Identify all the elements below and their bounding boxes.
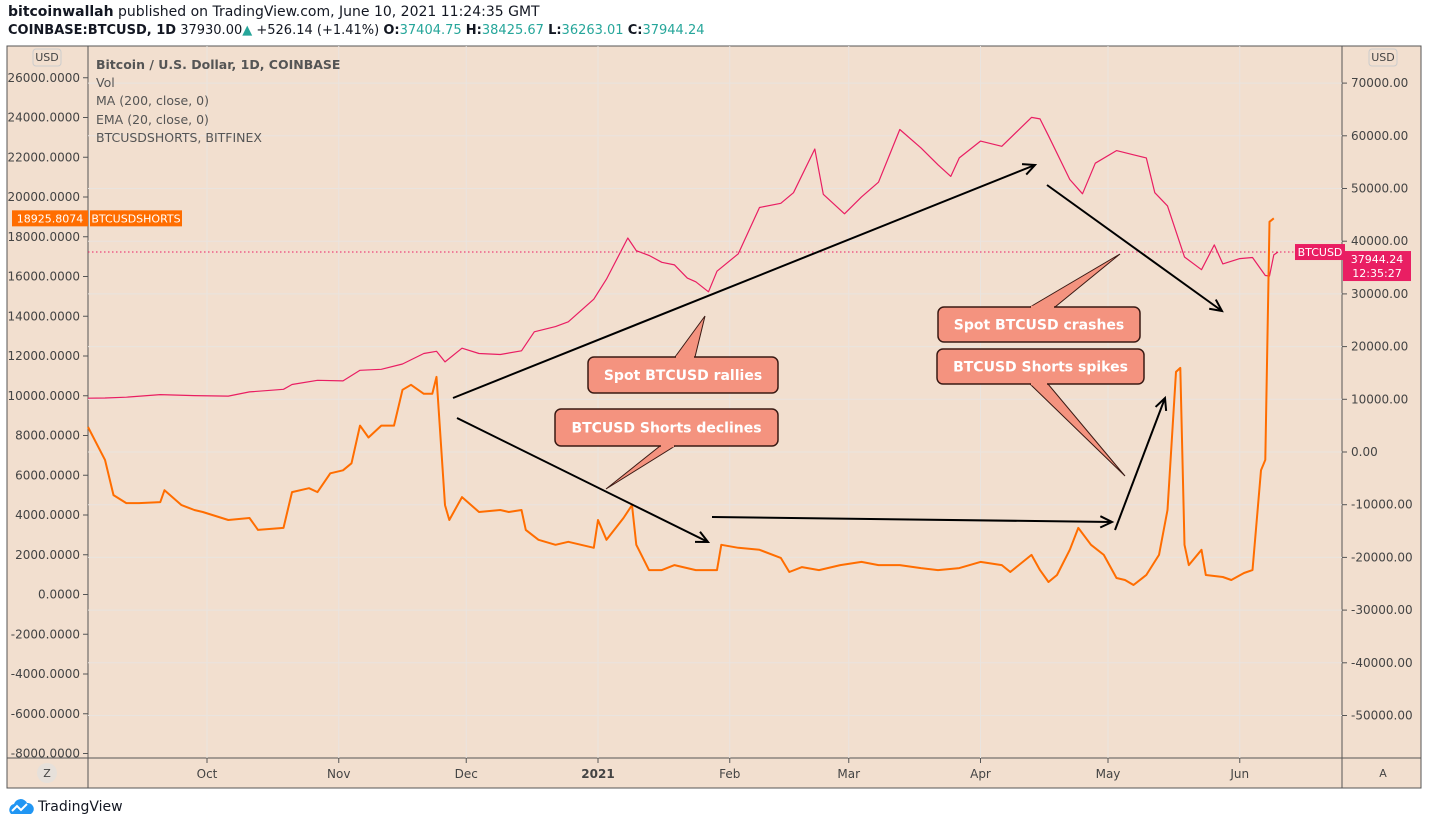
left-tick-label: 26000.0000: [7, 71, 80, 85]
close-label: C:: [627, 23, 643, 38]
right-tick-label: 10000.00: [1351, 392, 1408, 406]
last-price: 37930.00: [180, 23, 243, 38]
time-tick-label: May: [1096, 767, 1121, 781]
time-tick-label: Nov: [327, 767, 350, 781]
right-tick-label: -40000.00: [1351, 656, 1413, 670]
chart-legend: Bitcoin / U.S. Dollar, 1D, COINBASE Vol …: [96, 56, 340, 147]
shorts-value: 18925.8074: [17, 212, 83, 225]
footer-brand: TradingView: [38, 799, 123, 815]
callout-text: Spot BTCUSD crashes: [954, 318, 1125, 334]
z-button-bg[interactable]: [37, 763, 57, 783]
left-tick-label: 12000.0000: [7, 349, 80, 363]
open-label: O:: [383, 23, 400, 38]
right-tick-label: -30000.00: [1351, 603, 1413, 617]
callout-text: Spot BTCUSD rallies: [604, 368, 762, 384]
time-tick-label: 2021: [581, 767, 614, 781]
right-tick-label: 30000.00: [1351, 287, 1408, 301]
left-tick-label: -8000.0000: [11, 747, 80, 761]
high-label: H:: [465, 23, 482, 38]
left-tick-label: 4000.0000: [15, 508, 80, 522]
left-tick-label: 10000.0000: [7, 389, 80, 403]
annotation-arrow: [711, 516, 1113, 523]
arrow-head-icon: [1099, 515, 1115, 529]
shorts-name-tag: [90, 210, 182, 227]
arrow-head-icon: [694, 531, 711, 544]
shorts-name: BTCUSDSHORTS: [91, 212, 180, 225]
time-tick-label: Feb: [719, 767, 740, 781]
btc-value-tag: [1343, 251, 1411, 282]
z-button[interactable]: Z: [43, 767, 51, 780]
arrow-head-icon: [1021, 163, 1038, 176]
left-tick-label: 0.0000: [38, 588, 80, 602]
a-button[interactable]: A: [1379, 767, 1387, 780]
annotation-arrow: [1046, 184, 1223, 312]
left-tick-label: 14000.0000: [7, 309, 80, 323]
arrow-head-icon: [1209, 299, 1224, 313]
left-tick-label: 18000.0000: [7, 230, 80, 244]
arrow-head-icon: [1154, 395, 1168, 412]
callout-text: BTCUSD Shorts declines: [571, 421, 761, 437]
right-unit-badge-frame: [1368, 48, 1398, 67]
open-value: 37404.75: [399, 23, 462, 38]
up-triangle-icon: ▲: [242, 23, 253, 38]
time-tick-label: Apr: [970, 767, 991, 781]
btc-name: BTCUSD: [1298, 246, 1343, 259]
right-tick-label: 20000.00: [1351, 340, 1408, 354]
published-text: published on TradingView.com, June 10, 2…: [118, 4, 540, 20]
annotation-arrow: [1114, 397, 1166, 531]
btc-name-tag: [1295, 244, 1345, 261]
left-tick-label: 16000.0000: [7, 270, 80, 284]
left-unit-badge-frame: [32, 48, 62, 67]
right-tick-label: 50000.00: [1351, 182, 1408, 196]
legend-ma: MA (200, close, 0): [96, 93, 209, 109]
left-tick-label: 6000.0000: [15, 468, 80, 482]
legend-main: Bitcoin / U.S. Dollar, 1D, COINBASE: [96, 57, 341, 72]
left-tick-label: 20000.0000: [7, 190, 80, 204]
tradingview-logo[interactable]: TradingView: [8, 799, 123, 815]
right-tick-label: -10000.00: [1351, 498, 1413, 512]
time-tick-label: Dec: [455, 767, 478, 781]
right-tick-label: 70000.00: [1351, 76, 1408, 90]
time-tick-label: Mar: [837, 767, 860, 781]
btc-countdown: 12:35:27: [1352, 267, 1401, 280]
change: +526.14 (+1.41%): [256, 23, 380, 38]
symbol: COINBASE:BTCUSD, 1D: [8, 23, 177, 38]
close-value: 37944.24: [642, 23, 705, 38]
low-label: L:: [548, 23, 562, 38]
annotation-arrow: [456, 417, 709, 543]
left-tick-label: 24000.0000: [7, 111, 80, 125]
btc-value: 37944.24: [1351, 253, 1404, 266]
author[interactable]: bitcoinwallah: [8, 4, 114, 20]
right-tick-label: 40000.00: [1351, 234, 1408, 248]
annotation-arrow: [452, 164, 1036, 399]
shorts-value-tag: [12, 210, 88, 227]
high-value: 38425.67: [481, 23, 544, 38]
left-tick-label: 22000.0000: [7, 150, 80, 164]
left-tick-label: 2000.0000: [15, 548, 80, 562]
low-value: 36263.01: [561, 23, 624, 38]
right-tick-label: -20000.00: [1351, 550, 1413, 564]
left-unit-badge[interactable]: USD: [35, 51, 59, 64]
symbol-info: COINBASE:BTCUSD, 1D 37930.00▲ +526.14 (+…: [8, 23, 705, 38]
legend-vol: Vol: [96, 75, 115, 91]
left-tick-label: -2000.0000: [11, 627, 80, 641]
left-tick-label: -6000.0000: [11, 707, 80, 721]
right-unit-badge[interactable]: USD: [1371, 51, 1395, 64]
right-tick-label: 0.00: [1351, 445, 1378, 459]
legend-shorts: BTCUSDSHORTS, BITFINEX: [96, 129, 262, 145]
publish-info: bitcoinwallah published on TradingView.c…: [8, 4, 540, 20]
right-tick-label: -50000.00: [1351, 709, 1413, 723]
left-tick-label: -4000.0000: [11, 667, 80, 681]
left-tick-label: 8000.0000: [15, 429, 80, 443]
series-line-btcusd: [87, 116, 1279, 399]
tradingview-cloud-icon: [9, 799, 34, 814]
callout-text: BTCUSD Shorts spikes: [953, 360, 1128, 376]
time-tick-label: Oct: [197, 767, 218, 781]
time-tick-label: Jun: [1229, 767, 1249, 781]
legend-ema: EMA (20, close, 0): [96, 111, 209, 127]
series-line-btcusdshorts: [87, 217, 1275, 586]
right-tick-label: 60000.00: [1351, 129, 1408, 143]
